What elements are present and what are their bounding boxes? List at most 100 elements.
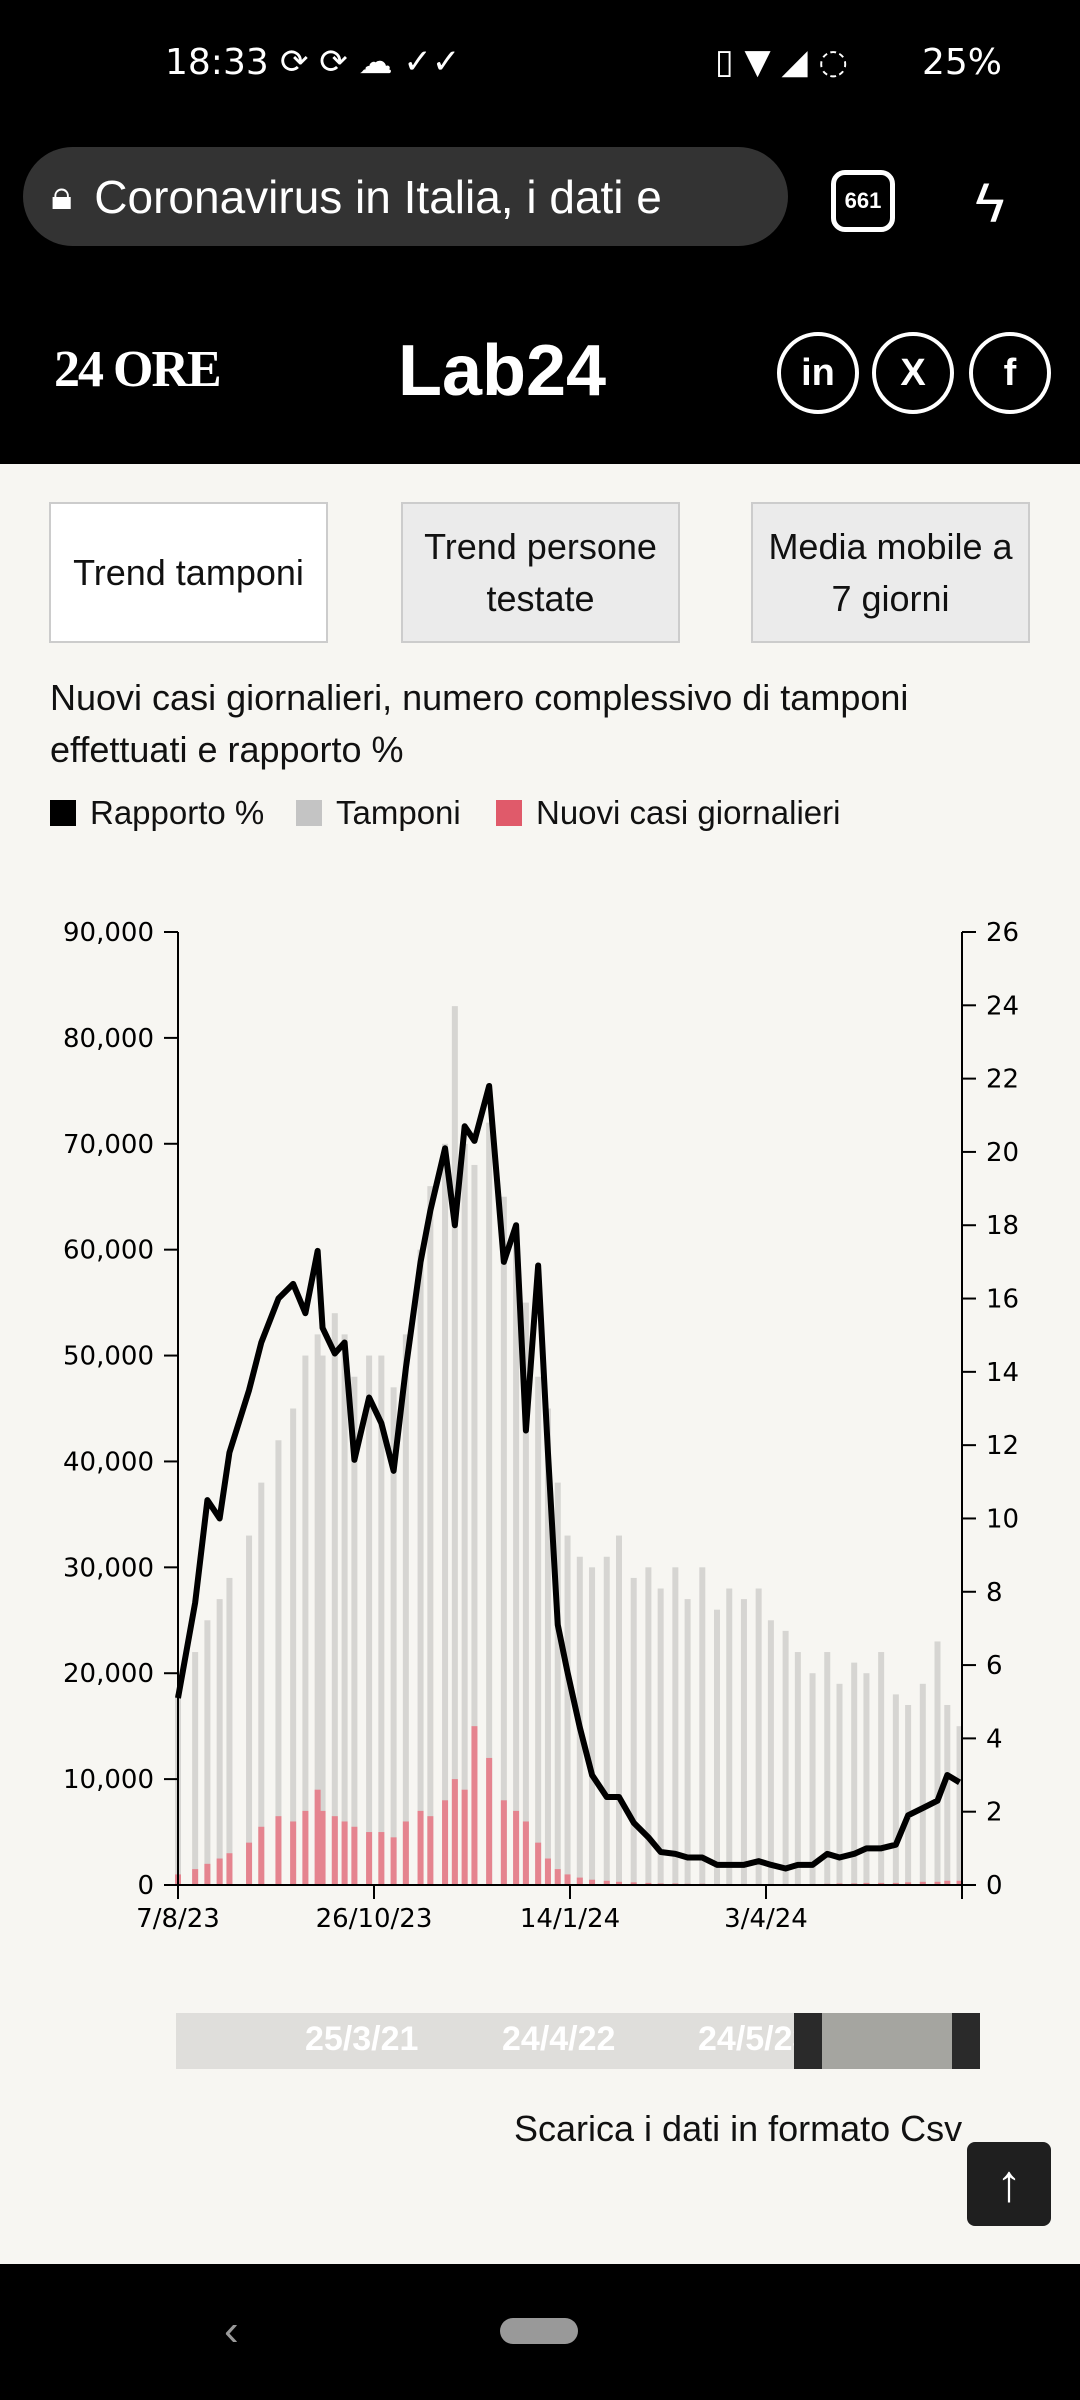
tamponi-bar [684,1599,691,1885]
download-csv-link[interactable]: Scarica i dati in formato Csv [514,2108,963,2149]
nuovi-casi-bar [366,1832,373,1885]
nuovi-casi-bar [934,1881,941,1885]
sole24ore-logo[interactable]: 24 ORE [54,341,222,398]
tamponi-bar [390,1387,397,1885]
tamponi-bar [544,1408,551,1885]
nuovi-casi-bar [500,1800,507,1885]
legend-swatch [50,800,76,826]
tamponi-bar [956,1726,963,1885]
tamponi-bar [204,1620,211,1885]
back-to-top-button[interactable]: ↑ [967,2142,1051,2226]
legend-tamponi[interactable]: Tamponi [296,794,461,832]
tamponi-bar [216,1599,223,1885]
right-tick-label: 24 [986,991,1019,1021]
lightning-icon[interactable]: ϟ [975,171,1005,234]
left-tick-label: 80,000 [63,1024,154,1054]
nuovi-casi-bar [564,1874,571,1885]
nuovi-casi-bar [417,1810,424,1885]
nuovi-casi-bar [589,1879,596,1885]
rapporto-line [175,1082,962,1872]
tamponi-bar [824,1652,831,1885]
tamponi-bar [699,1567,706,1885]
tamponi-bar [878,1652,885,1885]
nuovi-casi-bar [603,1880,610,1885]
tamponi-bar [417,1249,424,1885]
tamponi-bar [192,1652,199,1885]
tab-count-button[interactable]: 661 [831,170,895,232]
tamponi-bar [905,1704,912,1885]
tamponi-bar [740,1599,747,1885]
chart[interactable]: 0 10,000 20,000 30,000 40,000 50,000 60,000 70,… [0,900,1080,1980]
nuovi-casi-bar [919,1881,926,1885]
tamponi-bar [402,1334,409,1885]
nuovi-casi-bar [319,1810,326,1885]
tamponi-bar [461,1143,468,1885]
signal-wifi-icons: ▯ ▼ ◢ ◌ [715,42,849,82]
tamponi-bar [442,1143,449,1885]
x-icon[interactable]: X [872,332,954,414]
left-tick-label: 0 [137,1871,154,1901]
tamponi-bar [500,1196,507,1885]
nuovi-casi-bar [576,1877,583,1885]
slider-label: 24/4/22 [502,2020,616,2058]
left-tick-label: 90,000 [63,918,154,948]
home-pill[interactable] [500,2318,578,2344]
tamponi-bar [934,1641,941,1885]
nuovi-casi-bar [451,1779,458,1885]
legend-label: Nuovi casi giornalieri [536,794,841,831]
tab-media-mobile[interactable]: Media mobile a 7 giorni [751,502,1030,643]
nuovi-casi-bar [645,1882,652,1885]
sync-icons: ⟳ ⟳ ☁ ✓✓ [280,42,461,82]
range-handle-left[interactable] [794,2013,822,2069]
linkedin-icon[interactable]: in [777,332,859,414]
nuovi-casi-bar [216,1858,223,1885]
left-tick-label: 50,000 [63,1342,154,1372]
tab-trend-persone-testate[interactable]: Trend persone testate [401,502,680,643]
tamponi-bar [451,1006,458,1885]
url-bar[interactable]: 🔒︎ Coronavirus in Italia, i dati e [23,147,788,246]
nuovi-casi-bar [290,1821,297,1885]
range-slider[interactable] [176,2013,980,2069]
right-tick-label: 16 [986,1285,1019,1315]
nuovi-casi-bar [522,1821,529,1885]
tamponi-bar [554,1482,561,1885]
nuovi-casi-bar [513,1810,520,1885]
nuovi-casi-bar [863,1882,870,1885]
nuovi-casi-bar [427,1816,434,1885]
nuovi-casi-bar [314,1789,321,1885]
tamponi-bar [314,1334,321,1885]
back-nav-icon[interactable]: ‹ [224,2306,239,2355]
nuovi-casi-bar [486,1757,493,1885]
nuovi-casi-bar [378,1832,385,1885]
right-tick-label: 14 [986,1358,1019,1388]
tamponi-bar [522,1302,529,1885]
range-selection[interactable] [794,2013,980,2069]
tamponi-bar [714,1609,720,1885]
facebook-icon[interactable]: f [969,332,1051,414]
tamponi-bar [755,1588,762,1885]
nuovi-casi-bar [892,1882,899,1885]
range-handle-right[interactable] [952,2013,980,2069]
right-tick-label: 4 [986,1724,1003,1754]
nuovi-casi-bar [275,1816,282,1885]
legend-swatch [296,800,322,826]
nuovi-casi-bar [544,1858,551,1885]
nuovi-casi-bar [442,1800,449,1885]
tamponi-bar [603,1556,610,1885]
nuovi-casi-bar [390,1837,397,1885]
tamponi-bar [836,1683,843,1885]
tamponi-bar [892,1694,899,1885]
nuovi-casi-bar [944,1880,951,1885]
left-tick-label: 40,000 [63,1447,154,1477]
legend-nuovi-casi[interactable]: Nuovi casi giornalieri [496,794,840,832]
x-tick-label: 14/1/24 [520,1904,620,1934]
tab-trend-tamponi[interactable]: Trend tamponi [49,502,328,643]
tamponi-bar [726,1588,733,1885]
lab24-logo[interactable]: Lab24 [398,331,607,411]
arrow-up-icon: ↑ [996,2155,1022,2213]
right-tick-label: 2 [986,1798,1003,1828]
tamponi-bar [486,1122,493,1885]
legend-label: Tamponi [336,794,461,831]
legend-rapporto[interactable]: Rapporto % [50,794,264,832]
tamponi-bar [657,1588,664,1885]
